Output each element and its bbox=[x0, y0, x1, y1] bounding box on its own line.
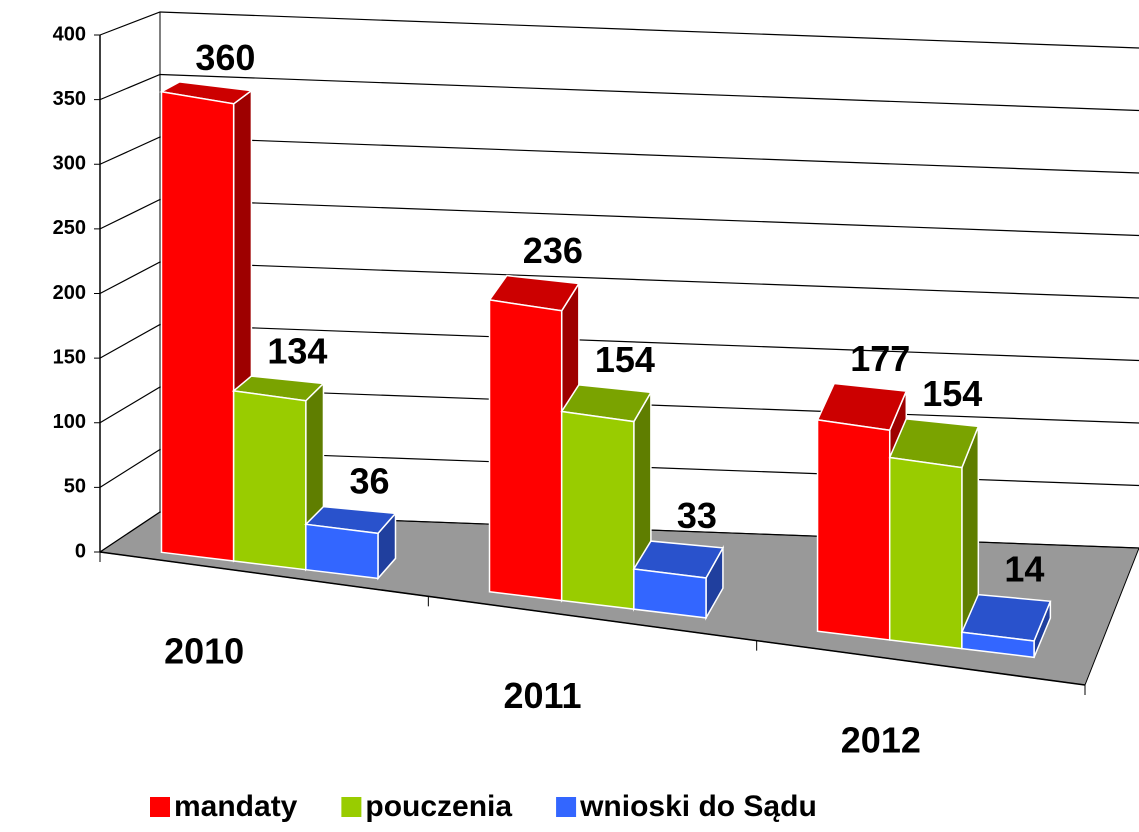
y-tick-label: 150 bbox=[53, 346, 86, 368]
grid-line bbox=[99, 136, 1139, 174]
value-label: 134 bbox=[267, 330, 327, 371]
bar-front bbox=[816, 419, 891, 641]
bar-front bbox=[232, 389, 307, 571]
y-tick-label: 100 bbox=[53, 411, 86, 433]
y-tick-label: 400 bbox=[53, 23, 86, 45]
value-label: 14 bbox=[1004, 548, 1044, 589]
bar bbox=[888, 418, 980, 650]
x-tick-label: 2011 bbox=[503, 675, 581, 716]
bar-front bbox=[160, 90, 235, 562]
value-label: 154 bbox=[922, 373, 982, 414]
y-tick-label: 250 bbox=[53, 217, 86, 239]
value-label: 154 bbox=[595, 339, 655, 380]
value-label: 33 bbox=[677, 495, 717, 536]
legend-label: pouczenia bbox=[365, 790, 512, 823]
y-tick-label: 200 bbox=[53, 282, 86, 304]
bar bbox=[632, 540, 725, 621]
y-tick-label: 350 bbox=[53, 88, 86, 110]
grid-line bbox=[99, 261, 1139, 299]
grid-line bbox=[99, 73, 1139, 112]
bar-front bbox=[633, 568, 707, 619]
value-label: 177 bbox=[850, 338, 910, 379]
y-tick-label: 300 bbox=[53, 153, 86, 175]
legend-swatch bbox=[341, 797, 362, 817]
bar bbox=[488, 274, 581, 603]
legend-label: mandaty bbox=[174, 790, 298, 823]
bar bbox=[960, 593, 1052, 659]
value-label: 360 bbox=[195, 37, 255, 78]
y-tick-label: 0 bbox=[75, 540, 86, 562]
legend-swatch bbox=[556, 797, 577, 817]
grid-line bbox=[99, 198, 1139, 237]
x-axis bbox=[99, 551, 1086, 686]
bar-front bbox=[305, 523, 379, 580]
bar bbox=[304, 505, 398, 581]
value-label: 236 bbox=[523, 230, 583, 271]
bar-front bbox=[560, 410, 635, 611]
value-label: 36 bbox=[349, 461, 389, 502]
bar-front bbox=[488, 299, 563, 602]
x-tick-label: 2010 bbox=[164, 631, 244, 672]
x-tick-label: 2012 bbox=[841, 719, 921, 760]
bar-front bbox=[961, 631, 1035, 659]
bar bbox=[560, 384, 653, 612]
bar-front bbox=[888, 456, 963, 650]
grid-line bbox=[99, 11, 1139, 49]
legend-label: wnioski do Sądu bbox=[579, 790, 817, 823]
legend-swatch bbox=[150, 797, 170, 817]
y-tick-label: 50 bbox=[64, 476, 86, 498]
